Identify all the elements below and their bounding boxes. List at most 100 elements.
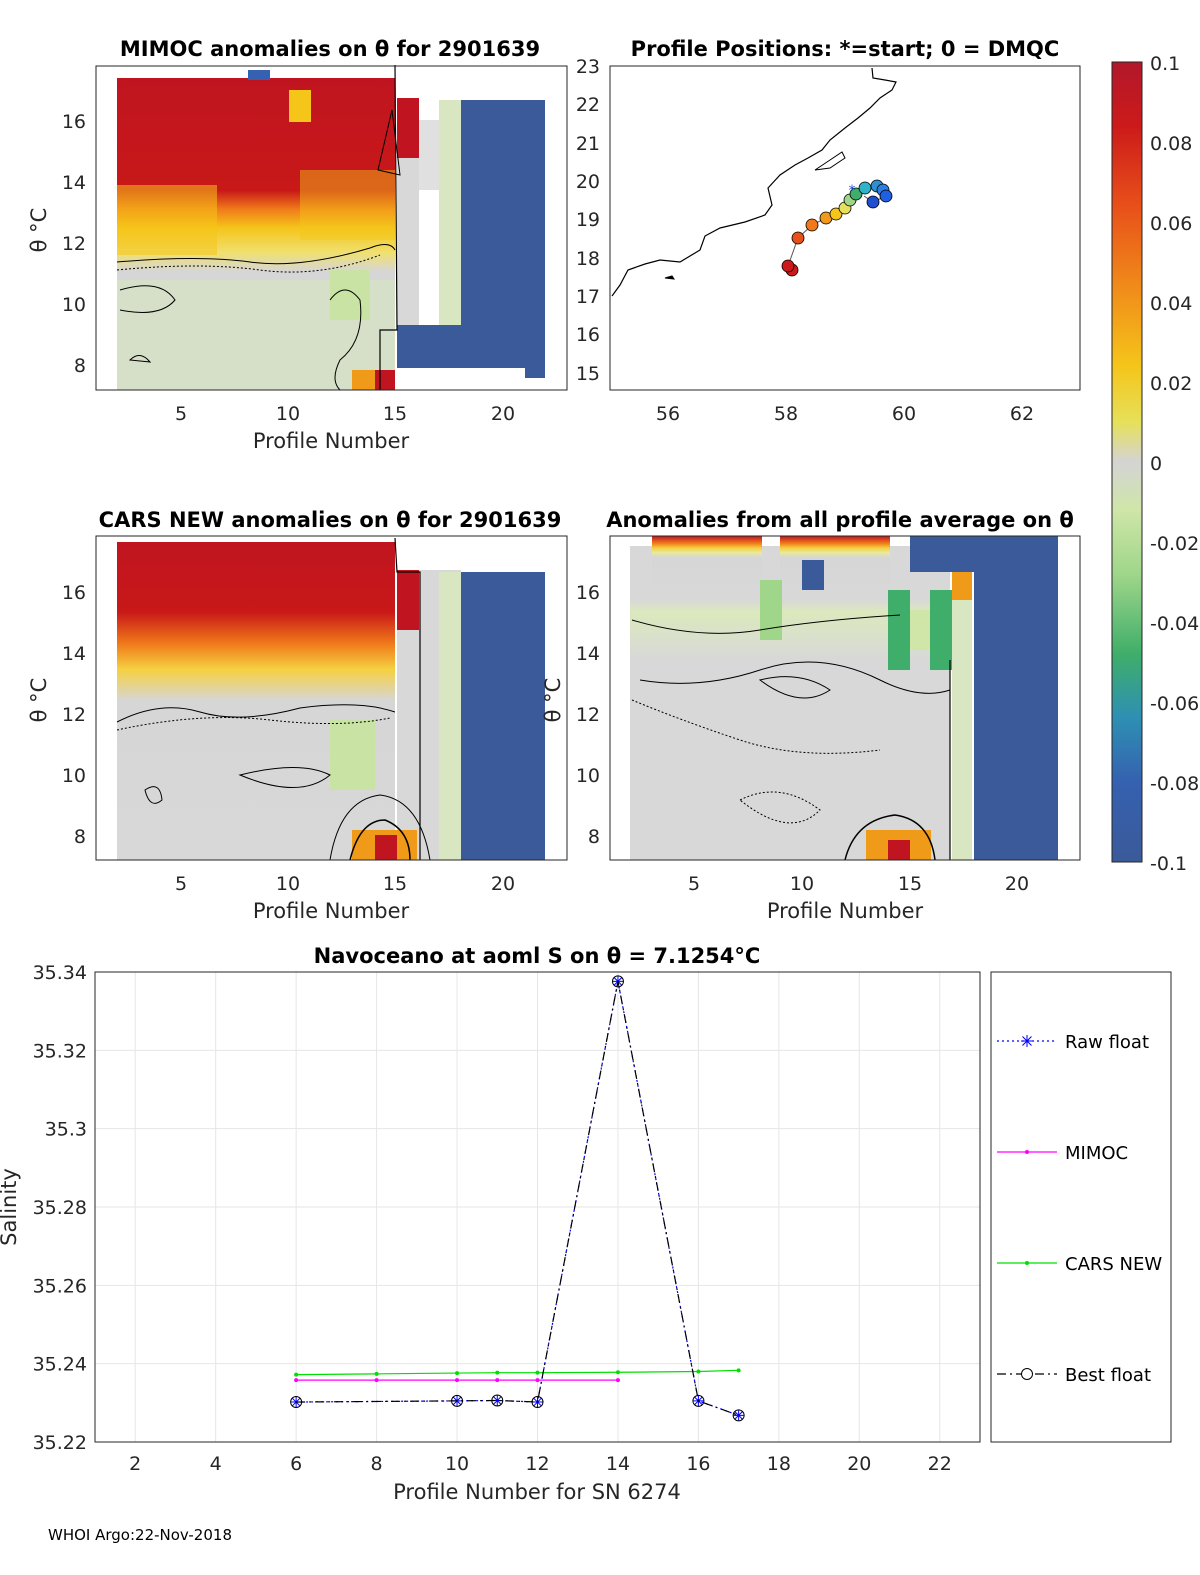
x-tick-label: 8 xyxy=(371,1453,383,1475)
svg-text:0: 0 xyxy=(1150,453,1162,475)
salinity-legend: Raw float MIMOC CARS NEW Best float xyxy=(990,971,1172,1443)
svg-text:19: 19 xyxy=(576,209,600,231)
data-point xyxy=(294,1372,299,1377)
svg-text:14: 14 xyxy=(62,643,86,665)
svg-text:10: 10 xyxy=(62,765,86,787)
cars-axes-box xyxy=(95,535,568,861)
data-point xyxy=(492,1395,503,1406)
x-tick-label: 4 xyxy=(210,1453,222,1475)
svg-text:58: 58 xyxy=(774,403,798,425)
svg-text:14: 14 xyxy=(62,172,86,194)
salinity-series xyxy=(290,975,745,1422)
series-line xyxy=(296,981,739,1416)
series-best-float xyxy=(290,975,745,1422)
allavg-y-label: θ °C xyxy=(541,678,565,723)
svg-text:12: 12 xyxy=(62,233,86,255)
svg-text:15: 15 xyxy=(383,873,407,895)
data-point xyxy=(696,1369,701,1374)
float-track: * xyxy=(781,179,893,277)
svg-text:-0.08: -0.08 xyxy=(1150,773,1199,795)
data-point xyxy=(495,1370,500,1375)
cars-anomaly-panel: CARS NEW anomalies on θ for 2901639 5 10… xyxy=(27,508,568,923)
data-point xyxy=(732,1409,745,1422)
x-tick-label: 2 xyxy=(129,1453,141,1475)
svg-text:16: 16 xyxy=(62,111,86,133)
svg-text:10: 10 xyxy=(790,873,814,895)
svg-text:-0.02: -0.02 xyxy=(1150,533,1199,555)
positions-x-ticks: 56 58 60 62 xyxy=(656,403,1034,425)
data-point xyxy=(374,1371,379,1376)
svg-text:12: 12 xyxy=(576,704,600,726)
mimoc-y-ticks: 16 14 12 10 8 xyxy=(62,111,86,377)
salinity-x-ticks: 2 4 6 8 10 12 14 16 18 20 22 xyxy=(129,1453,952,1475)
svg-text:0.02: 0.02 xyxy=(1150,373,1192,395)
data-point xyxy=(733,1410,744,1421)
svg-text:10: 10 xyxy=(62,294,86,316)
salinity-y-label: Salinity xyxy=(0,1168,21,1246)
legend-item: Raw float xyxy=(997,1032,1149,1053)
svg-text:23: 23 xyxy=(576,56,600,78)
y-tick-label: 35.3 xyxy=(45,1119,87,1141)
svg-text:5: 5 xyxy=(688,873,700,895)
data-point xyxy=(374,1378,379,1383)
svg-text:15: 15 xyxy=(898,873,922,895)
x-tick-label: 6 xyxy=(290,1453,302,1475)
series-cars-new xyxy=(294,1368,741,1377)
cars-y-ticks: 16 14 12 10 8 xyxy=(62,582,86,848)
svg-text:-0.06: -0.06 xyxy=(1150,693,1199,715)
svg-text:20: 20 xyxy=(1005,873,1029,895)
data-point xyxy=(495,1378,500,1383)
mimoc-heatmap xyxy=(116,64,545,391)
svg-text:10: 10 xyxy=(576,765,600,787)
salinity-chart: Navoceano at aoml S on θ = 7.1254°C 2 4 6 8… xyxy=(0,944,981,1504)
x-tick-label: 12 xyxy=(525,1453,549,1475)
y-tick-label: 35.24 xyxy=(33,1354,87,1376)
svg-text:22: 22 xyxy=(576,94,600,116)
mimoc-y-label: θ °C xyxy=(27,208,51,253)
data-point xyxy=(535,1370,540,1375)
mimoc-panel-title: MIMOC anomalies on θ for 2901639 xyxy=(120,37,540,61)
series-mimoc xyxy=(294,1378,620,1383)
data-point xyxy=(294,1378,299,1383)
positions-panel-title: Profile Positions: *=start; 0 = DMQC xyxy=(631,37,1060,61)
cars-panel-title: CARS NEW anomalies on θ for 2901639 xyxy=(99,508,562,532)
x-tick-label: 20 xyxy=(847,1453,871,1475)
data-point xyxy=(615,1378,620,1383)
data-point xyxy=(451,1394,464,1407)
profile-positions-panel: Profile Positions: *=start; 0 = DMQC * 5… xyxy=(576,37,1081,425)
svg-text:0.1: 0.1 xyxy=(1150,53,1180,75)
allavg-heatmap xyxy=(630,536,1058,861)
svg-text:-0.04: -0.04 xyxy=(1150,613,1199,635)
legend-label: CARS NEW xyxy=(1065,1254,1162,1275)
data-point xyxy=(290,1396,303,1409)
svg-text:21: 21 xyxy=(576,133,600,155)
series-line xyxy=(296,981,739,1416)
data-point xyxy=(615,1370,620,1375)
series-line xyxy=(296,1369,739,1376)
allavg-x-label: Profile Number xyxy=(767,899,924,923)
cars-x-label: Profile Number xyxy=(253,899,410,923)
legend-label: Raw float xyxy=(1065,1032,1149,1053)
svg-text:20: 20 xyxy=(576,171,600,193)
x-tick-label: 22 xyxy=(928,1453,952,1475)
svg-text:8: 8 xyxy=(74,826,86,848)
data-point xyxy=(611,975,624,988)
data-point xyxy=(491,1394,504,1407)
svg-text:20: 20 xyxy=(491,403,515,425)
salinity-y-ticks: 35.34 35.32 35.3 35.28 35.26 35.24 35.22 xyxy=(33,962,87,1454)
svg-text:8: 8 xyxy=(74,355,86,377)
mimoc-x-ticks: 5 10 15 20 xyxy=(175,403,515,425)
mimoc-anomaly-panel: MIMOC anomalies on θ for 2901639 xyxy=(27,37,568,453)
svg-text:8: 8 xyxy=(588,826,600,848)
positions-y-ticks: 23 22 21 20 19 18 17 16 15 xyxy=(576,56,600,385)
svg-text:14: 14 xyxy=(576,643,600,665)
legend-label: MIMOC xyxy=(1065,1143,1128,1164)
svg-text:16: 16 xyxy=(62,582,86,604)
svg-text:5: 5 xyxy=(175,403,187,425)
y-tick-label: 35.32 xyxy=(33,1040,87,1062)
svg-text:5: 5 xyxy=(175,873,187,895)
data-point xyxy=(736,1368,741,1373)
colorbar: 0.1 0.08 0.06 0.04 0.02 0 -0.02 -0.04 -0… xyxy=(1111,53,1199,875)
data-point xyxy=(291,1397,302,1408)
